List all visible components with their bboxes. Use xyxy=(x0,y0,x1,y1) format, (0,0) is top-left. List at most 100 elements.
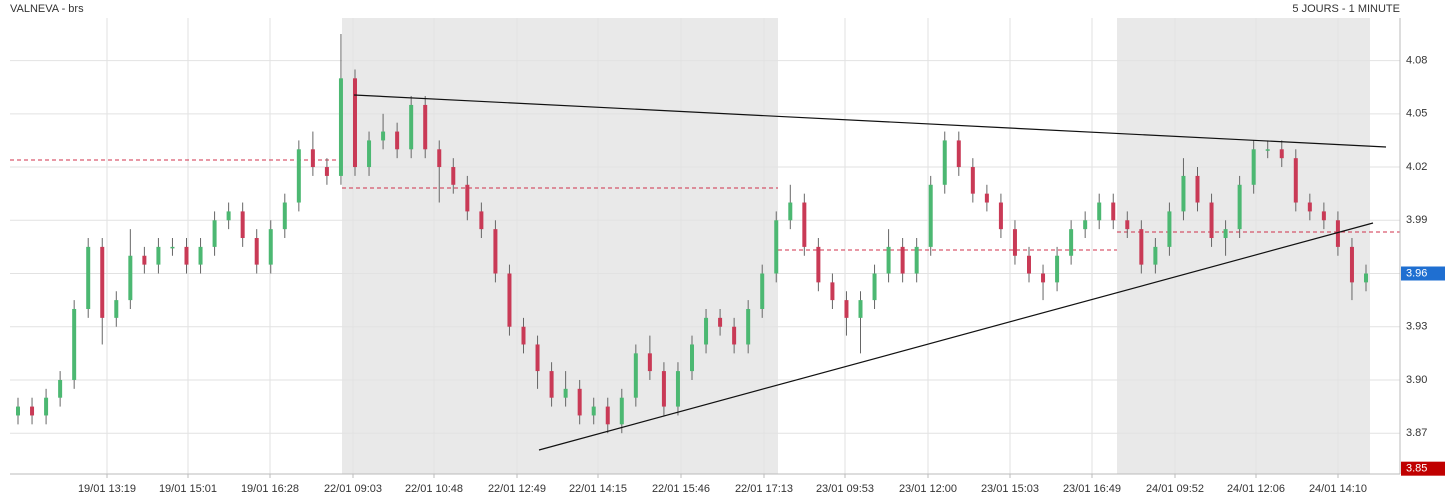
candle-body xyxy=(381,131,386,141)
y-tick-label: 3.87 xyxy=(1406,427,1427,439)
candle-body xyxy=(914,246,919,274)
y-tick-label: 4.05 xyxy=(1406,108,1427,120)
candle-body xyxy=(1167,211,1172,247)
x-tick-label: 23/01 09:53 xyxy=(816,483,874,495)
x-tick-label: 24/01 12:06 xyxy=(1227,483,1285,495)
x-tick-label: 23/01 15:03 xyxy=(981,483,1039,495)
candle-body xyxy=(872,273,877,301)
low-price-marker xyxy=(1401,461,1445,476)
x-tick-label: 22/01 14:15 xyxy=(569,483,627,495)
candle-body xyxy=(816,246,821,283)
candle-body xyxy=(86,246,91,309)
session-band xyxy=(342,18,778,474)
candle-body xyxy=(844,300,849,318)
candle-body xyxy=(1364,273,1368,283)
x-tick-label: 24/01 14:10 xyxy=(1309,483,1367,495)
last-price-marker-label: 3.96 xyxy=(1406,267,1427,279)
candle-body xyxy=(1111,202,1116,221)
x-tick-label: 23/01 16:49 xyxy=(1063,483,1121,495)
y-tick-label: 3.90 xyxy=(1406,374,1427,386)
candle-body xyxy=(928,184,933,247)
candle-body xyxy=(409,104,414,150)
candle-body xyxy=(760,273,765,309)
candle-body xyxy=(1293,158,1298,203)
candle-body xyxy=(675,371,680,407)
candle-body xyxy=(998,202,1003,230)
candle-body xyxy=(44,397,49,416)
candle-body xyxy=(184,246,189,265)
candle-body xyxy=(1307,202,1312,212)
candle-body xyxy=(142,255,147,265)
candle-body xyxy=(774,220,779,274)
candle-body xyxy=(1097,202,1102,221)
trend-line xyxy=(538,222,1374,451)
y-tick-label: 4.08 xyxy=(1406,54,1427,66)
session-band xyxy=(1117,18,1370,474)
candle-body xyxy=(984,193,989,203)
chart-title: VALNEVA - brs xyxy=(10,3,84,15)
candle-body xyxy=(296,149,301,203)
candle-body xyxy=(1349,246,1354,283)
candle-body xyxy=(268,229,273,265)
candle-body xyxy=(465,184,470,212)
candle-body xyxy=(353,78,357,168)
candle-body xyxy=(1153,246,1158,265)
x-tick-label: 22/01 09:03 xyxy=(324,483,382,495)
x-tick-label: 22/01 15:46 xyxy=(652,483,710,495)
candle-body xyxy=(1237,184,1242,230)
candle-body xyxy=(226,211,231,221)
candle-body xyxy=(310,149,315,168)
candle-body xyxy=(437,149,442,168)
candle-body xyxy=(58,379,63,398)
trend-line xyxy=(353,94,1387,148)
candle-body xyxy=(212,220,217,247)
candle-body xyxy=(240,211,245,239)
candle-body xyxy=(633,353,638,398)
candle-body xyxy=(1181,175,1186,212)
candle-body xyxy=(395,131,400,150)
candle-body xyxy=(605,406,610,425)
chart-subtitle: 5 JOURS - 1 MINUTE xyxy=(1292,3,1400,15)
candle-body xyxy=(858,300,863,318)
candle-body xyxy=(1321,211,1326,221)
candle-body xyxy=(254,238,259,265)
candle-body xyxy=(535,344,540,372)
x-tick-label: 22/01 12:49 xyxy=(488,483,546,495)
candle-body xyxy=(451,167,456,185)
candle-body xyxy=(1041,273,1046,283)
candle-body xyxy=(704,317,709,345)
x-tick-label: 24/01 09:52 xyxy=(1146,483,1204,495)
x-tick-label: 22/01 17:13 xyxy=(735,483,793,495)
candle-body xyxy=(507,273,512,327)
candle-body xyxy=(324,167,329,176)
candle-body xyxy=(170,246,175,249)
candle-body xyxy=(1139,229,1144,265)
x-tick-label: 19/01 13:19 xyxy=(78,483,136,495)
candle-body xyxy=(1223,229,1228,239)
candle-body xyxy=(1265,149,1270,151)
x-tick-label: 22/01 10:48 xyxy=(405,483,463,495)
candle-body xyxy=(549,371,554,398)
candle-body xyxy=(1069,229,1074,256)
candle-body xyxy=(577,388,582,416)
candle-body xyxy=(970,167,975,194)
candle-body xyxy=(1027,255,1031,274)
x-tick-label: 19/01 16:28 xyxy=(241,483,299,495)
candle-body xyxy=(72,308,77,380)
candle-body xyxy=(128,255,133,301)
candle-body xyxy=(1083,220,1088,230)
candle-body xyxy=(338,78,343,176)
candle-body xyxy=(100,246,105,318)
candle-body xyxy=(16,406,20,416)
candle-body xyxy=(156,246,161,265)
candle-body xyxy=(1279,149,1284,159)
candle-body xyxy=(1125,220,1130,230)
candle-body xyxy=(886,246,891,274)
candle-body xyxy=(367,140,372,168)
y-tick-label: 3.99 xyxy=(1406,214,1427,226)
candle-body xyxy=(1012,229,1017,256)
y-tick-label: 3.93 xyxy=(1406,321,1427,333)
candle-body xyxy=(830,282,835,301)
candle-body xyxy=(690,344,694,372)
